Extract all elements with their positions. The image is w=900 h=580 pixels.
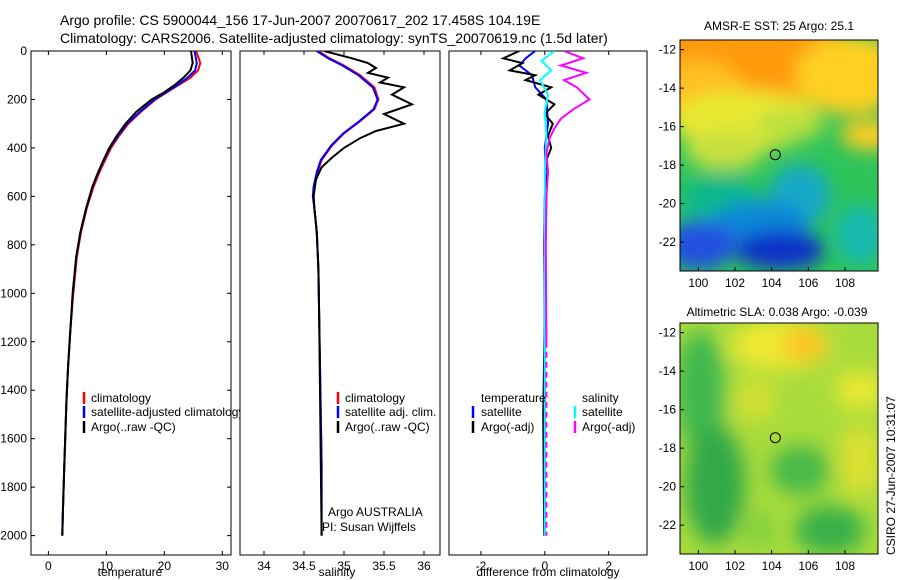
series-line-salinity-satellite xyxy=(538,51,556,536)
temperature-xlabel: temperature xyxy=(98,565,163,579)
legend-label-climatology: climatology xyxy=(345,391,405,405)
salinity-xtick-label: 34 xyxy=(257,559,271,573)
salinity-xtick-label: 36 xyxy=(417,559,431,573)
sla-map-field xyxy=(680,323,878,554)
sst-map-ytick-label: -22 xyxy=(659,235,677,249)
legend-label-satellite-adjusted: satellite-adjusted climatology xyxy=(91,405,244,419)
temperature-ytick-label: 800 xyxy=(7,238,27,252)
temperature-xtick-label: 20 xyxy=(158,559,172,573)
difference-legend: temperature satellite Argo(-adj) salinit… xyxy=(471,391,635,434)
sla-map-frame xyxy=(679,322,879,555)
sla-map-xtick-label: 108 xyxy=(835,559,855,573)
difference-xlabel: difference from climatology xyxy=(476,565,619,579)
legend-label-climatology: climatology xyxy=(91,391,151,405)
difference-panel: -2 0 2 difference from climatology tempera… xyxy=(448,50,648,579)
sst-map-field xyxy=(680,40,878,271)
legend-label-satellite-adj: satellite adj. clim. xyxy=(345,405,436,419)
sst-map-xtick-label: 106 xyxy=(798,276,818,290)
sst-map-ytick-label: -12 xyxy=(659,43,677,57)
temperature-legend: climatology satellite-adjusted climatolo… xyxy=(82,391,244,434)
salinity-panel: 34 34.5 35 35.5 36 salinity climatology sate… xyxy=(239,50,441,579)
temperature-axes-frame xyxy=(30,50,232,556)
sla-map-xtick-label: 106 xyxy=(798,559,818,573)
temperature-ytick-label: 2000 xyxy=(0,529,27,543)
temperature-ytick-label: 400 xyxy=(7,141,27,155)
header-line-1: Argo profile: CS 5900044_156 17-Jun-2007… xyxy=(60,12,540,28)
sla-map-ytick-label: -18 xyxy=(659,441,677,455)
salinity-xtick-label: 34.5 xyxy=(292,559,316,573)
temperature-xtick-label: 0 xyxy=(45,559,52,573)
sla-map-xtick-label: 102 xyxy=(725,559,745,573)
series-line-salinity-argo-adj- xyxy=(544,51,592,342)
sla-map-ytick-label: -14 xyxy=(659,364,677,378)
legend-label-argo: Argo(..raw -QC) xyxy=(91,420,176,434)
temperature-xtick-label: 30 xyxy=(216,559,230,573)
temperature-ytick-label: 1600 xyxy=(0,432,27,446)
sst-map-ytick-label: -18 xyxy=(659,158,677,172)
temperature-panel: 0 10 20 30 0 200 400 600 800 1000 1200 1400 1600 1800… xyxy=(0,44,244,579)
salinity-axes-frame xyxy=(239,50,441,556)
sst-map-panel: AMSR-E SST: 25 Argo: 25.1 100 102 104 106 10… xyxy=(659,19,879,290)
sst-map-xtick-label: 100 xyxy=(688,276,708,290)
sla-map-ytick-label: -12 xyxy=(659,326,677,340)
temperature-ytick-label: 0 xyxy=(20,44,27,58)
temperature-ytick-label: 600 xyxy=(7,189,27,203)
sst-map-xtick-label: 102 xyxy=(725,276,745,290)
salinity-xtick-label: 35 xyxy=(337,559,351,573)
legend-title-salinity: salinity xyxy=(582,391,619,405)
salinity-legend: climatology satellite adj. clim. Argo(..… xyxy=(322,391,436,534)
salinity-xtick-label: 35.5 xyxy=(372,559,396,573)
temperature-ytick-label: 1400 xyxy=(0,383,27,397)
sla-map-panel: Altimetric SLA: 0.038 Argo: -0.039 100 10… xyxy=(659,305,879,573)
legend-label-sal-argo: Argo(-adj) xyxy=(582,420,635,434)
temperature-ytick-label: 1000 xyxy=(0,286,27,300)
legend-label-temp-satellite: satellite xyxy=(481,405,522,419)
sla-map-title: Altimetric SLA: 0.038 Argo: -0.039 xyxy=(687,305,868,319)
series-line-argo-raw-qc- xyxy=(61,51,194,536)
legend-label-temp-argo: Argo(-adj) xyxy=(481,420,534,434)
legend-title-temperature: temperature xyxy=(481,391,546,405)
sst-map-xtick-label: 104 xyxy=(762,276,782,290)
pi-annotation: PI: Susan Wijffels xyxy=(322,520,416,534)
temperature-ytick-label: 1200 xyxy=(0,335,27,349)
salinity-xlabel: salinity xyxy=(319,565,356,579)
difference-xtick-label: -2 xyxy=(476,559,487,573)
series-line-argo-raw-qc- xyxy=(312,51,415,536)
legend-label-argo: Argo(..raw -QC) xyxy=(345,420,430,434)
difference-xtick-label: 0 xyxy=(541,559,548,573)
sst-map-ytick-label: -14 xyxy=(659,81,677,95)
sst-argo-location-marker xyxy=(769,149,781,161)
sst-map-xtick-label: 108 xyxy=(835,276,855,290)
sla-argo-location-marker xyxy=(769,432,781,444)
sla-map-ytick-label: -16 xyxy=(659,403,677,417)
header-line-2: Climatology: CARS2006. Satellite-adjuste… xyxy=(60,30,608,46)
difference-xtick-label: 2 xyxy=(605,559,612,573)
sst-map-title: AMSR-E SST: 25 Argo: 25.1 xyxy=(704,19,854,33)
footer-credit: CSIRO 27-Jun-2007 10:31:07 xyxy=(884,396,898,555)
sla-map-xtick-label: 104 xyxy=(762,559,782,573)
sst-map-ytick-label: -16 xyxy=(659,120,677,134)
sst-map-ytick-label: -20 xyxy=(659,197,677,211)
platform-annotation: Argo AUSTRALIA xyxy=(328,505,423,519)
sla-map-ytick-label: -22 xyxy=(659,518,677,532)
temperature-xtick-label: 10 xyxy=(100,559,114,573)
sla-map-ytick-label: -20 xyxy=(659,480,677,494)
legend-label-sal-satellite: satellite xyxy=(582,405,623,419)
sst-map-frame xyxy=(679,39,879,272)
temperature-ytick-label: 200 xyxy=(7,92,27,106)
sla-map-xtick-label: 100 xyxy=(688,559,708,573)
temperature-ytick-label: 1800 xyxy=(0,480,27,494)
